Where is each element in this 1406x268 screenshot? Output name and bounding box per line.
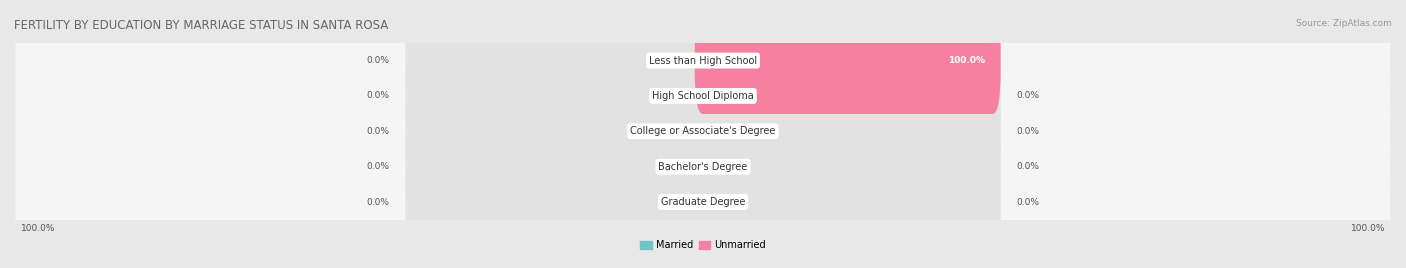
Text: 100.0%: 100.0% bbox=[949, 56, 986, 65]
Text: 0.0%: 0.0% bbox=[1017, 198, 1039, 207]
FancyBboxPatch shape bbox=[15, 54, 1391, 138]
Text: 0.0%: 0.0% bbox=[367, 56, 389, 65]
Text: Bachelor's Degree: Bachelor's Degree bbox=[658, 162, 748, 172]
Legend: Married, Unmarried: Married, Unmarried bbox=[636, 236, 770, 254]
Text: 0.0%: 0.0% bbox=[367, 91, 389, 100]
FancyBboxPatch shape bbox=[405, 149, 1001, 255]
Text: Source: ZipAtlas.com: Source: ZipAtlas.com bbox=[1296, 19, 1392, 28]
FancyBboxPatch shape bbox=[15, 90, 1391, 173]
Text: 0.0%: 0.0% bbox=[367, 198, 389, 207]
FancyBboxPatch shape bbox=[695, 7, 1001, 114]
Text: 0.0%: 0.0% bbox=[1017, 91, 1039, 100]
Text: 0.0%: 0.0% bbox=[1017, 127, 1039, 136]
FancyBboxPatch shape bbox=[15, 19, 1391, 102]
Text: 0.0%: 0.0% bbox=[367, 162, 389, 171]
Text: 0.0%: 0.0% bbox=[1017, 162, 1039, 171]
FancyBboxPatch shape bbox=[405, 7, 1001, 114]
Text: 100.0%: 100.0% bbox=[1351, 224, 1385, 233]
FancyBboxPatch shape bbox=[15, 125, 1391, 209]
Text: 0.0%: 0.0% bbox=[367, 127, 389, 136]
Text: High School Diploma: High School Diploma bbox=[652, 91, 754, 101]
FancyBboxPatch shape bbox=[405, 78, 1001, 185]
FancyBboxPatch shape bbox=[405, 43, 1001, 149]
FancyBboxPatch shape bbox=[405, 113, 1001, 220]
FancyBboxPatch shape bbox=[15, 160, 1391, 244]
Text: Less than High School: Less than High School bbox=[650, 55, 756, 66]
Text: FERTILITY BY EDUCATION BY MARRIAGE STATUS IN SANTA ROSA: FERTILITY BY EDUCATION BY MARRIAGE STATU… bbox=[14, 19, 388, 32]
Text: Graduate Degree: Graduate Degree bbox=[661, 197, 745, 207]
Text: 100.0%: 100.0% bbox=[21, 224, 55, 233]
Text: College or Associate's Degree: College or Associate's Degree bbox=[630, 126, 776, 136]
